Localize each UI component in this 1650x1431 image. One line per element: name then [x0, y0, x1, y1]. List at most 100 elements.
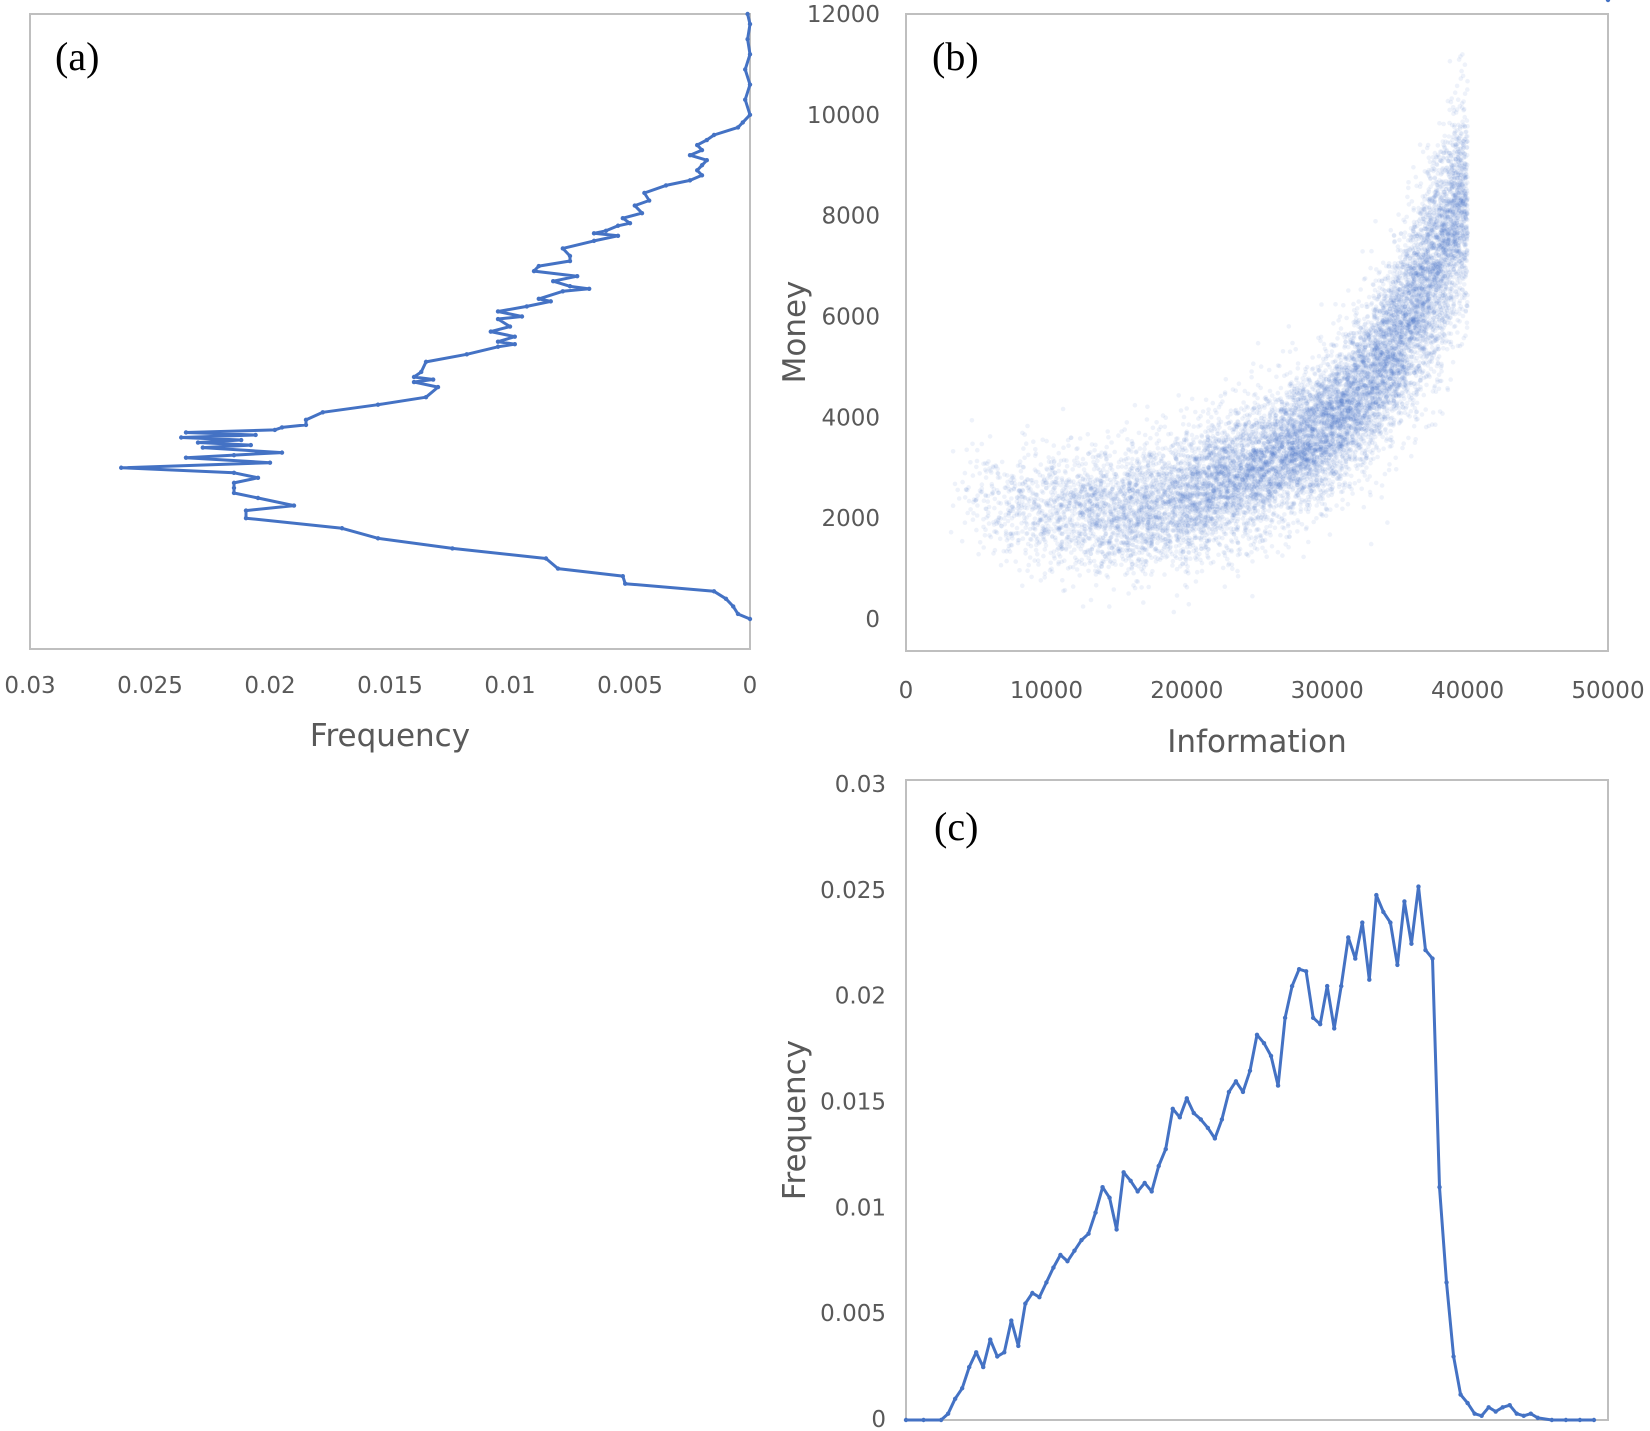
panel-b-scatter-point: [1259, 450, 1265, 456]
panel-b-scatter-point: [1197, 551, 1202, 557]
panel-b-scatter-point: [1184, 505, 1190, 511]
panel-b-scatter-point: [1427, 358, 1433, 364]
panel-b-scatter-point: [1150, 475, 1156, 481]
panel-b-scatter-point: [1187, 484, 1193, 489]
panel-a: (a) 0.03 0.025 0.02 0.015 0.01 0.005 0 Frequen…: [4, 11, 757, 754]
panel-b-scatter-point: [1240, 481, 1245, 486]
panel-b-scatter-point: [1461, 144, 1466, 149]
panel-a-x-tick-label: 0.01: [484, 673, 535, 699]
panel-a-data-point: [695, 168, 700, 173]
panel-b-scatter-point: [1201, 470, 1207, 476]
panel-b-scatter-point: [1085, 472, 1090, 478]
panel-b-scatter-point: [1337, 421, 1343, 426]
panel-b-scatter-point: [1063, 547, 1069, 552]
panel-b-scatter-point: [1329, 349, 1335, 354]
panel-b-scatter-point: [1303, 369, 1309, 375]
panel-b-scatter-point: [1458, 252, 1464, 258]
panel-a-data-point: [560, 246, 565, 251]
panel-b-scatter-point: [1074, 557, 1080, 563]
panel-b-scatter-point: [1035, 558, 1041, 563]
panel-b-scatter-point: [1378, 386, 1383, 392]
panel-b-scatter-point: [1442, 245, 1447, 250]
panel-b-scatter-point: [1272, 525, 1278, 531]
panel-b-scatter-point: [952, 481, 958, 487]
panel-b-scatter-point: [1015, 463, 1021, 469]
panel-b-scatter-point: [1464, 320, 1470, 326]
panel-b-scatter-point: [1432, 190, 1437, 195]
panel-b-scatter-point: [1366, 376, 1372, 382]
panel-b-scatter-point: [1265, 495, 1271, 500]
panel-b-scatter-point: [1060, 406, 1066, 412]
panel-b-scatter-point: [1203, 480, 1208, 485]
panel-b-scatter-point: [1255, 515, 1261, 520]
panel-b-scatter-point: [1441, 228, 1447, 234]
panel-b-scatter-point: [1456, 155, 1461, 161]
panel-b-scatter-point: [1373, 278, 1378, 284]
panel-b-scatter-point: [1378, 431, 1383, 436]
panel-b-scatter-point: [996, 500, 1001, 506]
panel-b-scatter-point: [1347, 481, 1353, 487]
panel-b-scatter-point: [1224, 498, 1229, 503]
panel-b-scatter-point: [1388, 349, 1393, 354]
panel-b-scatter-point: [1407, 329, 1413, 335]
panel-b-scatter-point: [1118, 540, 1124, 545]
panel-b-scatter-point: [985, 499, 991, 504]
panel-a-data-point: [375, 402, 381, 407]
panel-b-scatter-point: [1004, 501, 1010, 506]
panel-b-scatter-point: [1340, 453, 1345, 459]
panel-b-scatter-point: [1185, 522, 1191, 527]
panel-a-data-point: [747, 21, 753, 27]
panel-b-scatter-point: [1446, 134, 1452, 139]
panel-b-scatter-point: [1280, 479, 1286, 485]
panel-b-scatter-point: [1340, 422, 1346, 427]
panel-b-scatter-point: [1352, 481, 1358, 486]
panel-b-scatter-point: [1146, 504, 1151, 510]
panel-a-data-point: [423, 359, 429, 365]
panel-b-scatter-point: [1227, 467, 1233, 472]
panel-b-scatter-point: [1104, 444, 1109, 450]
panel-b-scatter-point: [1282, 489, 1287, 495]
panel-b-scatter-point: [1131, 513, 1136, 518]
panel-b-scatter-point: [1195, 506, 1201, 511]
panel-b-scatter-point: [1202, 499, 1208, 505]
panel-b-scatter-point: [1150, 425, 1156, 431]
panel-b-scatter-point: [1017, 508, 1022, 513]
panel-b-scatter-point: [1250, 506, 1255, 511]
panel-b-scatter-point: [1321, 341, 1327, 347]
panel-b-scatter-point: [1263, 484, 1268, 490]
panel-b-scatter-point: [1384, 349, 1389, 355]
panel-b-scatter-point: [1177, 485, 1183, 491]
panel-b-scatter-point: [1322, 388, 1327, 393]
panel-b-scatter-point: [1301, 379, 1306, 385]
panel-b-scatter-point: [1051, 498, 1057, 503]
panel-a-data-point: [627, 221, 633, 226]
panel-b-scatter-point: [1095, 484, 1100, 490]
panel-b-scatter-point: [1175, 538, 1181, 543]
panel-b-scatter-point: [1138, 468, 1143, 474]
panel-b-scatter-point: [1456, 243, 1461, 249]
panel-b-scatter-point: [1266, 495, 1271, 500]
panel-a-x-tick-label: 0.005: [597, 673, 663, 699]
panel-b-scatter-point: [1450, 156, 1456, 162]
panel-b-scatter-point: [1169, 551, 1175, 557]
panel-b-scatter-point: [1462, 62, 1468, 67]
panel-b-scatter-point: [1131, 548, 1136, 554]
panel-b-scatter-point: [1448, 247, 1453, 252]
panel-b-scatter-point: [1262, 537, 1268, 543]
panel-b-scatter-point: [1403, 355, 1408, 361]
panel-b-scatter-point: [1183, 554, 1189, 560]
panel-b-scatter-point: [1344, 423, 1350, 428]
panel-a-data-point: [231, 452, 237, 458]
panel-b-scatter-point: [1401, 396, 1407, 402]
panel-b-scatter-point: [1426, 155, 1432, 160]
panel-a-data-point: [711, 132, 717, 138]
panel-b-scatter-point: [1449, 253, 1455, 258]
panel-a-data-point: [119, 465, 124, 470]
panel-b-scatter-point: [1336, 330, 1342, 336]
panel-a-data-point: [183, 430, 189, 435]
panel-b-scatter-point: [1110, 496, 1116, 502]
panel-b-scatter-point: [1391, 351, 1396, 357]
panel-b-scatter-point: [1115, 491, 1120, 496]
panel-b-scatter-point: [1385, 520, 1390, 525]
panel-b-scatter-point: [1186, 442, 1192, 447]
